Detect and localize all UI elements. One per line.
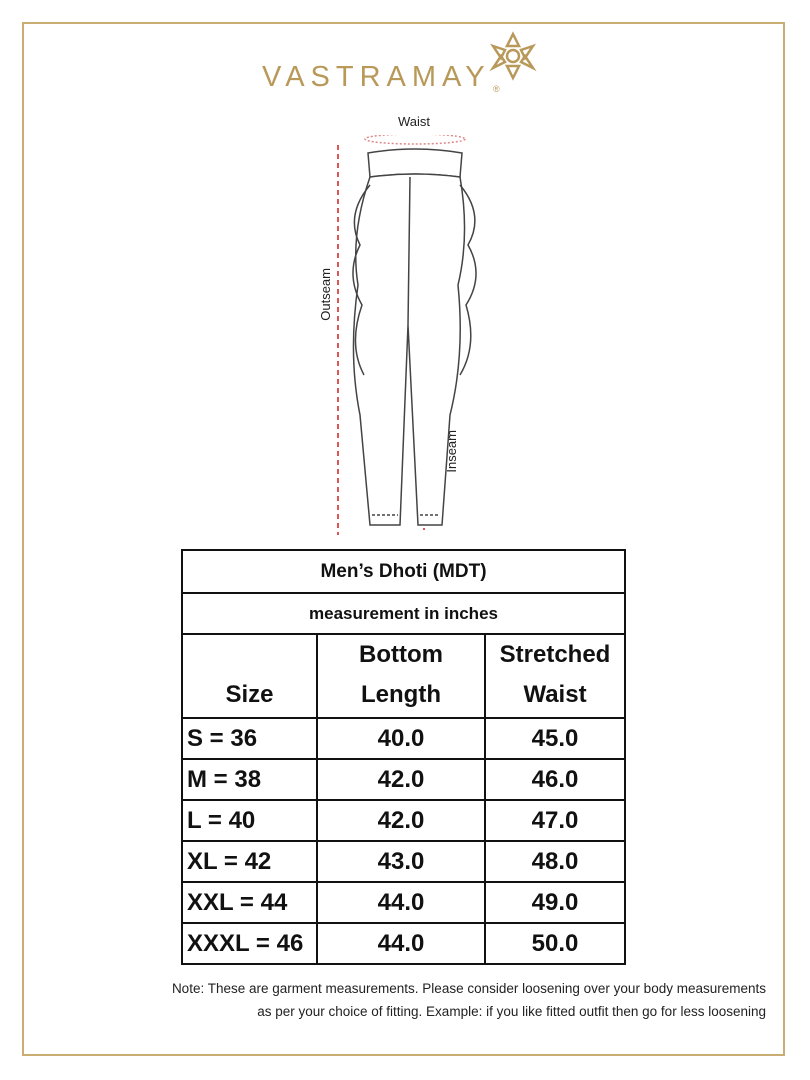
brand-logo: VASTRAMAY [262, 61, 491, 93]
table-row: M = 38 42.0 46.0 [181, 758, 626, 801]
header-stretched-waist: Stretched Waist [484, 633, 626, 719]
size-cell: XL = 42 [181, 840, 318, 883]
table-title: Men’s Dhoti (MDT) [181, 549, 626, 594]
bottom-length-cell: 44.0 [316, 922, 486, 965]
header-size: Size [181, 633, 318, 719]
size-cell: XXXL = 46 [181, 922, 318, 965]
stretched-waist-cell: 49.0 [484, 881, 626, 924]
stretched-waist-cell: 48.0 [484, 840, 626, 883]
registered-mark: ® [493, 84, 500, 94]
stretched-waist-cell: 47.0 [484, 799, 626, 842]
note-line-2: as per your choice of fitting. Example: … [257, 1004, 766, 1019]
size-cell: XXL = 44 [181, 881, 318, 924]
stretched-waist-cell: 50.0 [484, 922, 626, 965]
note-line-1: Note: These are garment measurements. Pl… [171, 981, 766, 996]
table-header-row: Size Bottom Length Stretched Waist [181, 633, 626, 719]
bottom-length-cell: 42.0 [316, 799, 486, 842]
brand-emblem-icon [489, 31, 537, 81]
bottom-length-cell: 43.0 [316, 840, 486, 883]
table-row: XXXL = 46 44.0 50.0 [181, 922, 626, 965]
size-cell: L = 40 [181, 799, 318, 842]
size-chart-table: Men’s Dhoti (MDT) measurement in inches … [181, 549, 626, 965]
header-bottom-length: Bottom Length [316, 633, 486, 719]
bottom-length-cell: 42.0 [316, 758, 486, 801]
table-row: L = 40 42.0 47.0 [181, 799, 626, 842]
table-row: XXL = 44 44.0 49.0 [181, 881, 626, 924]
stretched-waist-cell: 45.0 [484, 717, 626, 760]
stretched-waist-cell: 46.0 [484, 758, 626, 801]
page-border [22, 22, 785, 1056]
table-subtitle: measurement in inches [181, 592, 626, 635]
size-cell: S = 36 [181, 717, 318, 760]
waist-label: Waist [398, 114, 431, 129]
bottom-length-cell: 40.0 [316, 717, 486, 760]
size-cell: M = 38 [181, 758, 318, 801]
table-row: XL = 42 43.0 48.0 [181, 840, 626, 883]
measurement-note: Note: These are garment measurements. Pl… [40, 977, 766, 1023]
bottom-length-cell: 44.0 [316, 881, 486, 924]
dhoti-diagram [337, 135, 477, 535]
table-row: S = 36 40.0 45.0 [181, 717, 626, 760]
